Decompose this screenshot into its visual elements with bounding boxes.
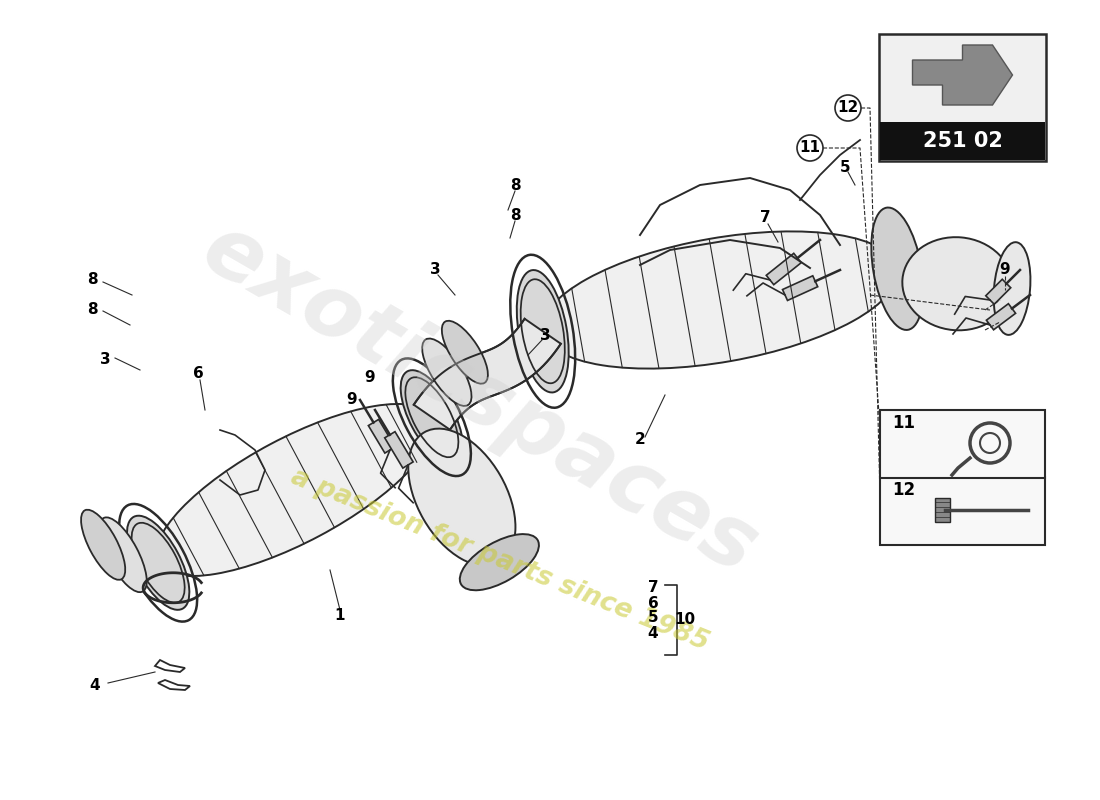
Ellipse shape bbox=[442, 321, 488, 384]
Circle shape bbox=[835, 95, 861, 121]
Text: 6: 6 bbox=[648, 595, 659, 610]
Bar bbox=[880, 122, 1045, 160]
Text: 5: 5 bbox=[839, 161, 850, 175]
Ellipse shape bbox=[993, 242, 1031, 335]
Text: 9: 9 bbox=[1000, 262, 1010, 278]
Text: 3: 3 bbox=[100, 353, 110, 367]
Text: 10: 10 bbox=[674, 613, 695, 627]
Ellipse shape bbox=[542, 231, 898, 369]
Text: 11: 11 bbox=[892, 414, 915, 432]
Text: 4: 4 bbox=[648, 626, 658, 641]
Ellipse shape bbox=[902, 237, 1012, 330]
Ellipse shape bbox=[126, 516, 189, 610]
Text: 9: 9 bbox=[346, 393, 358, 407]
Polygon shape bbox=[986, 279, 1011, 304]
Text: a passion for parts since 1985: a passion for parts since 1985 bbox=[287, 464, 713, 656]
Text: 9: 9 bbox=[365, 370, 375, 386]
Ellipse shape bbox=[517, 270, 569, 393]
Text: 1: 1 bbox=[334, 607, 345, 622]
Bar bbox=[880, 477, 1045, 545]
Ellipse shape bbox=[99, 518, 146, 592]
Ellipse shape bbox=[460, 534, 539, 590]
FancyBboxPatch shape bbox=[879, 34, 1046, 161]
Text: 251 02: 251 02 bbox=[923, 131, 1002, 151]
Text: 4: 4 bbox=[90, 678, 100, 693]
Polygon shape bbox=[782, 276, 817, 301]
Polygon shape bbox=[935, 498, 950, 522]
Polygon shape bbox=[414, 318, 561, 430]
Ellipse shape bbox=[408, 429, 516, 566]
Text: 3: 3 bbox=[430, 262, 440, 278]
Text: 8: 8 bbox=[87, 302, 97, 318]
Polygon shape bbox=[368, 419, 395, 453]
Text: 11: 11 bbox=[800, 141, 821, 155]
Ellipse shape bbox=[871, 207, 923, 330]
Circle shape bbox=[798, 135, 823, 161]
Polygon shape bbox=[987, 304, 1015, 330]
Polygon shape bbox=[767, 254, 801, 285]
Text: 12: 12 bbox=[892, 481, 915, 499]
Text: 2: 2 bbox=[635, 433, 646, 447]
Text: 8: 8 bbox=[509, 178, 520, 193]
Polygon shape bbox=[913, 45, 1012, 105]
Bar bbox=[880, 410, 1045, 478]
Text: 7: 7 bbox=[648, 581, 658, 595]
Ellipse shape bbox=[422, 338, 472, 406]
Text: 12: 12 bbox=[837, 101, 859, 115]
Text: 5: 5 bbox=[648, 610, 658, 626]
Ellipse shape bbox=[400, 370, 463, 464]
Text: 8: 8 bbox=[87, 273, 97, 287]
Text: 8: 8 bbox=[509, 207, 520, 222]
Ellipse shape bbox=[156, 404, 434, 576]
Polygon shape bbox=[385, 432, 414, 468]
Text: 3: 3 bbox=[540, 327, 550, 342]
Text: exoticspaces: exoticspaces bbox=[188, 207, 772, 593]
Text: 7: 7 bbox=[760, 210, 770, 226]
Ellipse shape bbox=[81, 510, 125, 580]
Text: 6: 6 bbox=[192, 366, 204, 381]
